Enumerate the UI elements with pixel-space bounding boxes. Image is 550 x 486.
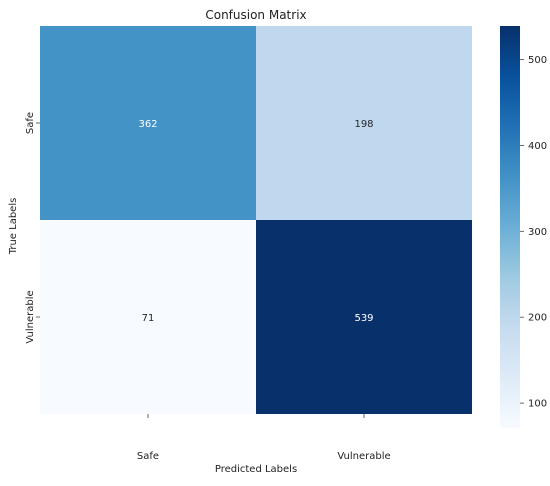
y-tick-label: Vulnerable bbox=[25, 290, 36, 343]
x-axis-label: Predicted Labels bbox=[215, 464, 297, 475]
heatmap-cell-0-1 bbox=[256, 26, 472, 220]
y-tick-label: Safe bbox=[25, 112, 36, 134]
heatmap-cells bbox=[40, 26, 472, 414]
x-tick-label: Vulnerable bbox=[337, 451, 390, 462]
colorbar-tick-label: 500 bbox=[528, 55, 547, 66]
colorbar-ticks: 100 200 300 400 500 bbox=[520, 55, 547, 410]
colorbar-tick-label: 100 bbox=[528, 399, 547, 410]
cell-value-label: 198 bbox=[354, 119, 373, 130]
heatmap-cell-1-1 bbox=[256, 220, 472, 414]
cell-value-label: 539 bbox=[354, 313, 373, 324]
cell-value-label: 362 bbox=[138, 119, 157, 130]
chart-title: Confusion Matrix bbox=[205, 8, 306, 22]
y-axis-label: True Labels bbox=[8, 198, 19, 256]
heatmap-cell-1-0 bbox=[40, 220, 256, 414]
x-axis-ticks: Safe Vulnerable bbox=[137, 414, 391, 462]
y-axis-ticks: Safe Vulnerable bbox=[25, 112, 40, 344]
colorbar-tick-label: 300 bbox=[528, 227, 547, 238]
x-tick-label: Safe bbox=[137, 451, 159, 462]
cell-value-label: 71 bbox=[142, 313, 155, 324]
heatmap-cell-0-0 bbox=[40, 26, 256, 220]
colorbar-tick-label: 400 bbox=[528, 141, 547, 152]
colorbar-tick-label: 200 bbox=[528, 313, 547, 324]
colorbar bbox=[500, 26, 520, 428]
heatmap-cell-labels: 362 198 71 539 bbox=[138, 119, 373, 324]
